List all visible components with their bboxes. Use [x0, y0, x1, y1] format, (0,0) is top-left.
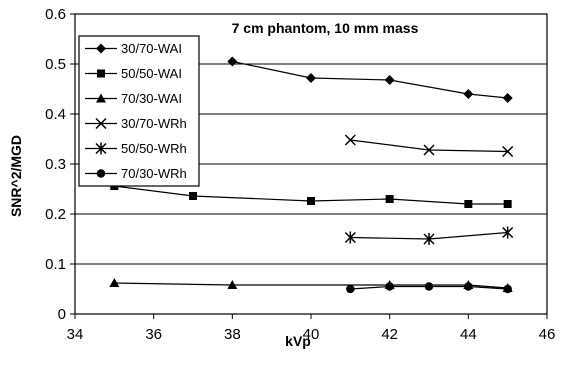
data-point	[385, 282, 394, 291]
legend-label: 30/70-WAI	[121, 41, 182, 56]
legend-label: 50/50-WAI	[121, 66, 182, 81]
y-tick-label: 0.4	[45, 106, 66, 123]
y-tick-label: 0.6	[45, 6, 66, 23]
data-point	[503, 200, 512, 208]
data-point	[96, 169, 106, 178]
legend-entry: 30/70-WRh	[85, 116, 187, 131]
data-point	[97, 69, 105, 78]
data-point	[306, 73, 316, 83]
y-tick-label: 0	[58, 306, 66, 323]
x-tick-label: 40	[303, 326, 320, 343]
legend-entry: 70/30-WAI	[85, 91, 182, 106]
data-point	[96, 93, 106, 103]
y-axis-title: SNR^2/MGD	[8, 135, 24, 217]
x-tick-label: 38	[224, 326, 241, 343]
data-point	[227, 280, 238, 289]
data-point	[95, 117, 107, 130]
chart-title: 7 cm phantom, 10 mm mass	[232, 20, 419, 36]
data-point	[423, 233, 435, 245]
data-point	[464, 200, 473, 208]
x-axis-title: kVp	[285, 333, 311, 349]
legend-label: 30/70-WRh	[121, 116, 187, 131]
y-tick-label: 0.5	[45, 56, 66, 73]
data-point	[502, 226, 514, 239]
data-point	[346, 284, 355, 294]
x-tick-label: 36	[145, 326, 162, 343]
x-tick-label: 44	[460, 326, 477, 343]
data-point	[227, 56, 238, 67]
x-tick-label: 34	[67, 326, 84, 343]
x-tick-label: 42	[381, 326, 398, 343]
legend-entry: 30/70-WAI	[85, 41, 182, 56]
data-point	[385, 195, 394, 203]
data-point	[344, 134, 356, 146]
legend-entry: 50/50-WRh	[85, 141, 187, 156]
legend: 30/70-WAI 50/50-WAI 70/30-WAI 30/70-WRh 50/5…	[78, 35, 200, 187]
plot-frame	[74, 13, 548, 315]
data-point	[503, 284, 512, 294]
data-point	[344, 231, 356, 244]
legend-entry: 70/30-WRh	[85, 166, 187, 181]
series-5	[344, 226, 514, 245]
data-point	[109, 278, 120, 287]
data-point	[423, 144, 435, 156]
legend-label: 50/50-WRh	[121, 141, 187, 156]
data-point	[502, 93, 513, 103]
legend-label: 70/30-WAI	[121, 91, 182, 106]
legend-box	[78, 35, 200, 187]
data-point	[384, 75, 395, 85]
series-layer	[109, 56, 514, 294]
series-1	[227, 56, 513, 103]
series-line	[114, 185, 508, 205]
y-tick-label: 0.1	[45, 256, 66, 273]
data-point	[189, 192, 197, 200]
series-line	[114, 282, 508, 289]
data-point	[95, 142, 107, 155]
axes-layer: 0 0.1 0.2 0.3 0.4 0.5 0.6 34 36 38 40 42 44 46	[45, 6, 555, 343]
data-point	[96, 43, 106, 54]
data-point	[502, 145, 514, 158]
y-tick-label: 0.3	[45, 156, 66, 173]
series-4	[344, 134, 514, 158]
legend-entry: 50/50-WAI	[85, 66, 182, 81]
series-6	[346, 282, 512, 294]
x-tick-label: 46	[539, 326, 556, 343]
data-point	[424, 282, 434, 291]
data-point	[307, 197, 315, 205]
legend-label: 70/30-WRh	[121, 166, 187, 181]
data-point	[464, 282, 473, 291]
y-tick-label: 0.2	[45, 206, 66, 223]
data-point	[463, 89, 474, 99]
series-3	[109, 278, 513, 292]
